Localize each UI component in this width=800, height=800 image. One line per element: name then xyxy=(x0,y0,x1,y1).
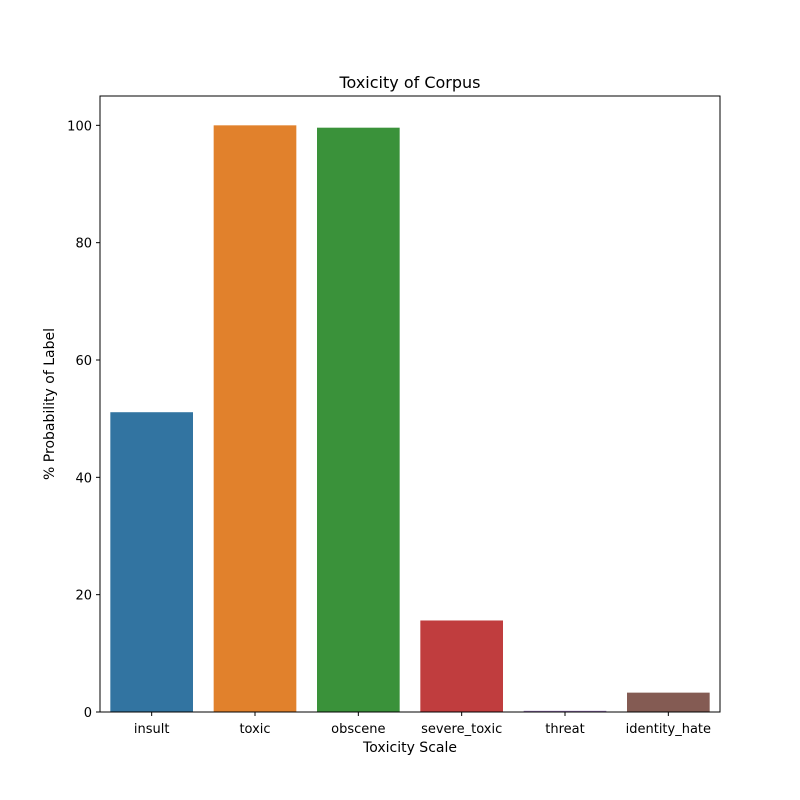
bar-toxic xyxy=(213,125,297,713)
chart-title: Toxicity of Corpus xyxy=(338,73,480,92)
x-tick-label: threat xyxy=(545,722,584,737)
bar-severe-toxic xyxy=(420,620,503,712)
y-tick-label: 100 xyxy=(67,119,92,134)
x-axis: insult toxic obscene severe_toxic threat iden… xyxy=(134,712,711,737)
y-axis: 0 20 40 60 80 100 xyxy=(67,119,100,721)
y-tick-label: 80 xyxy=(75,237,92,252)
y-axis-label: % Probability of Label xyxy=(42,328,58,480)
bars-group xyxy=(110,125,710,713)
x-tick-label: toxic xyxy=(239,722,270,737)
x-tick-label: obscene xyxy=(331,722,385,737)
x-tick-label: severe_toxic xyxy=(421,722,502,737)
y-tick-label: 20 xyxy=(75,589,92,604)
bar-obscene xyxy=(317,127,400,713)
plot-area-frame xyxy=(99,95,721,713)
y-tick-label: 0 xyxy=(84,706,92,721)
x-tick-label: insult xyxy=(134,722,170,737)
bar-insult xyxy=(110,412,193,712)
x-axis-label: Toxicity Scale xyxy=(362,740,457,756)
y-tick-label: 40 xyxy=(75,471,92,486)
x-tick-label: identity_hate xyxy=(626,722,711,737)
y-tick-label: 60 xyxy=(75,354,92,369)
bar-threat xyxy=(523,710,607,712)
bar-identity-hate xyxy=(627,692,710,712)
